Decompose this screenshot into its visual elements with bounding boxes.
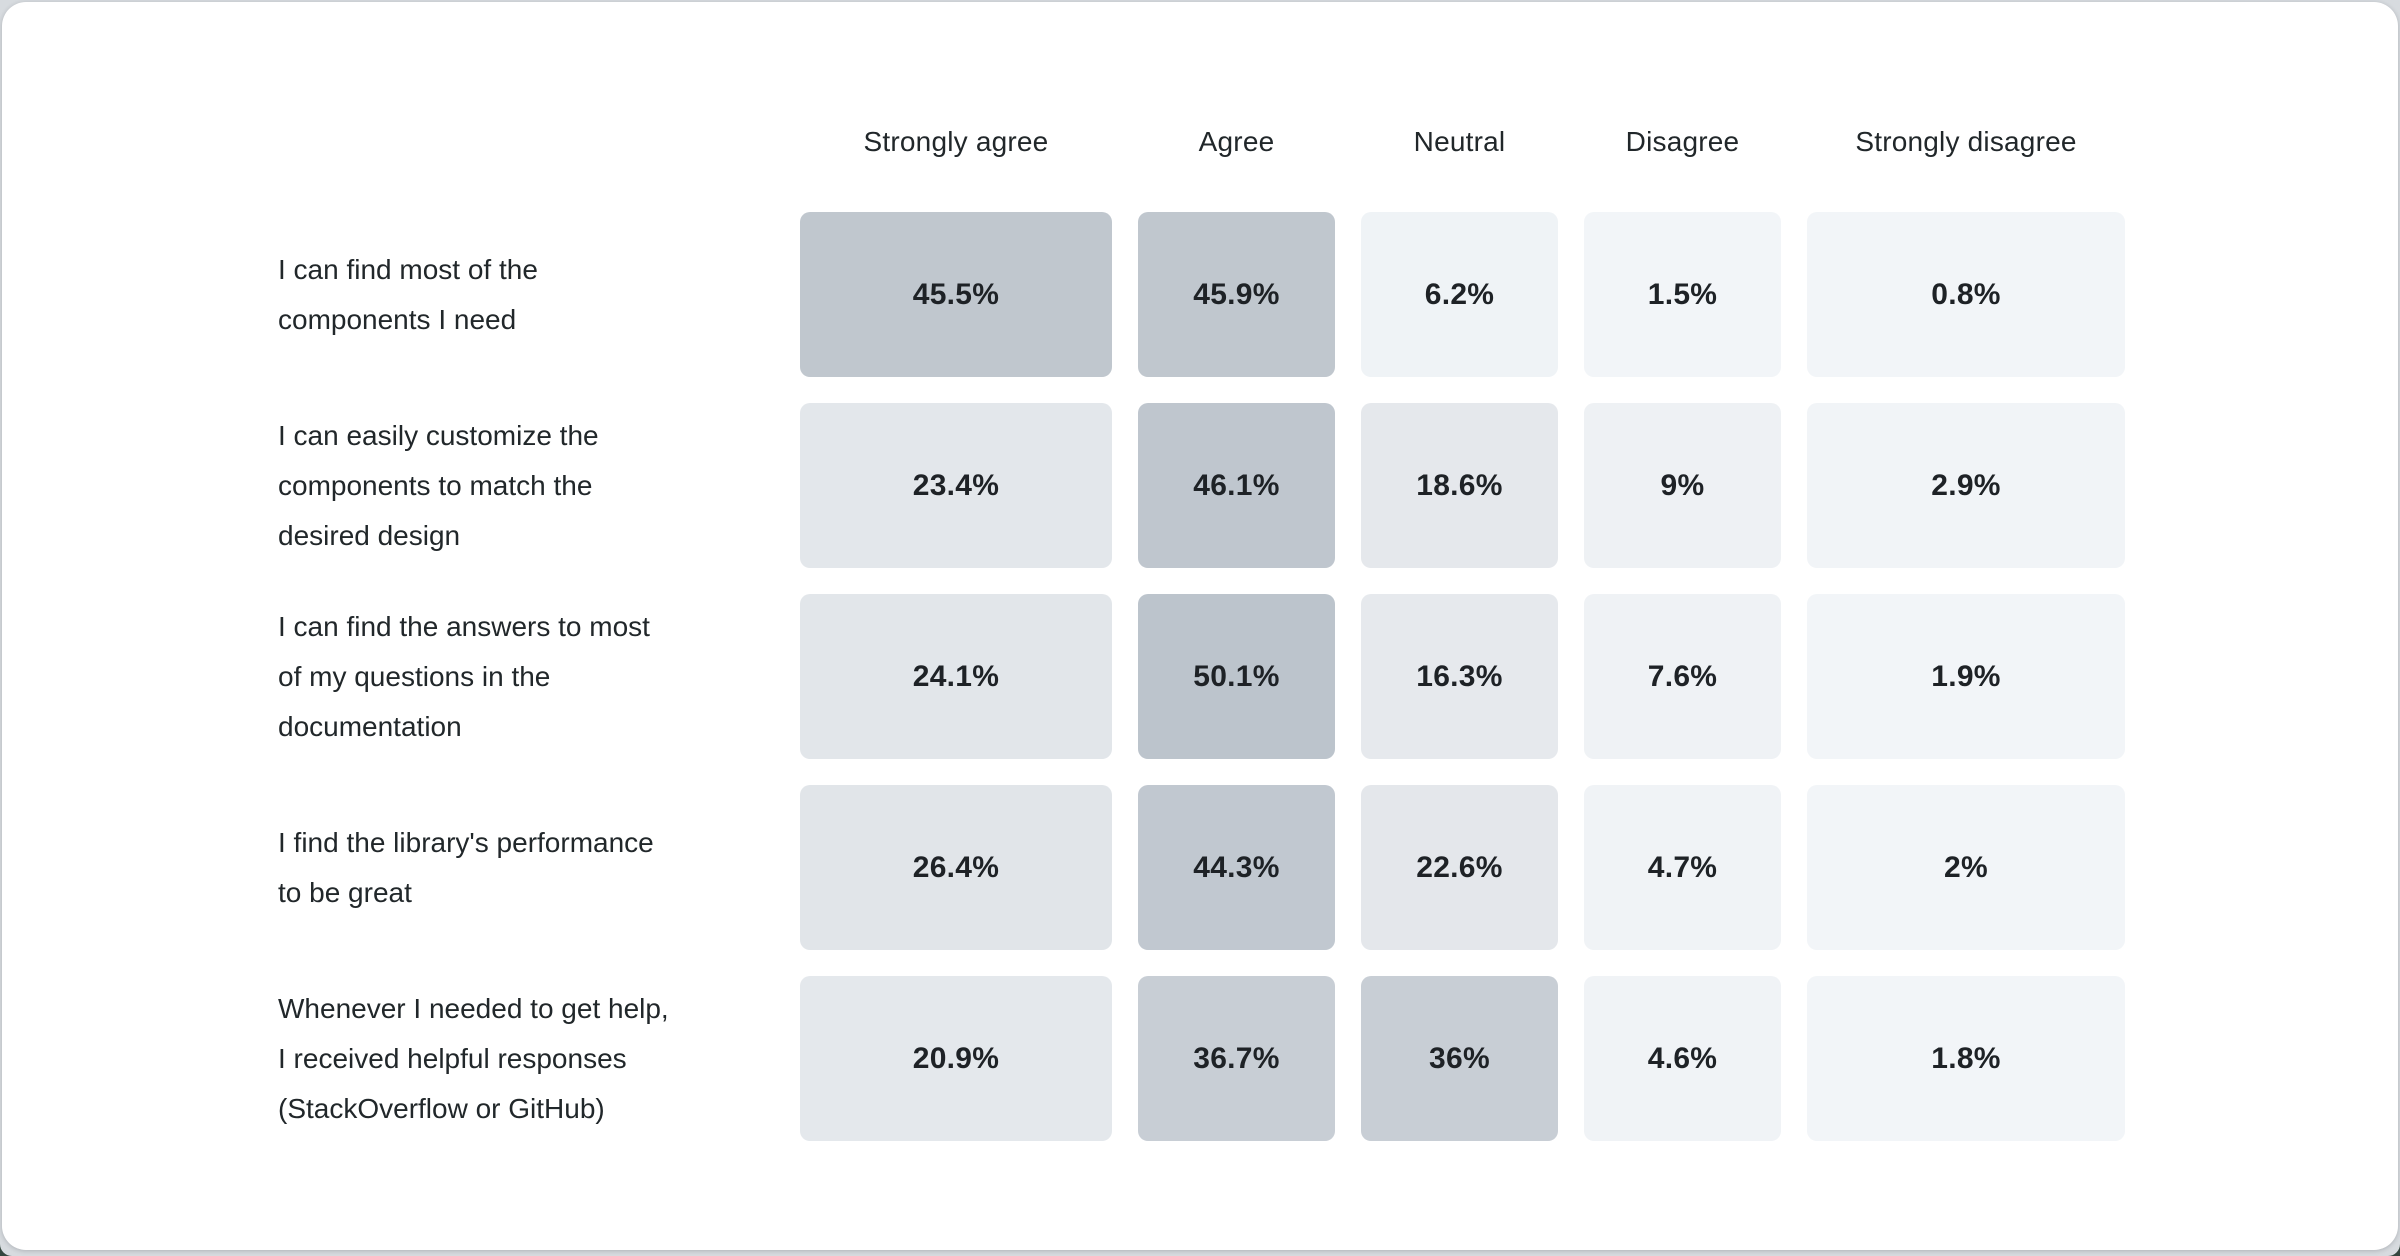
column-header-agree: Agree bbox=[1198, 126, 1275, 157]
row-label-customize-components: I can easily customize the components to… bbox=[278, 403, 774, 568]
heatmap-cell: 18.6% bbox=[1361, 403, 1558, 568]
heatmap-cell: 50.1% bbox=[1138, 594, 1335, 759]
row-label-line: I can easily customize the bbox=[278, 419, 599, 451]
survey-heatmap-table: Strongly agree Agree Neutral Disagree St… bbox=[278, 102, 2125, 1141]
heatmap-cell: 1.9% bbox=[1807, 594, 2125, 759]
heatmap-cell: 36% bbox=[1361, 976, 1558, 1141]
column-header-disagree: Disagree bbox=[1625, 126, 1740, 157]
row-label-line: (StackOverflow or GitHub) bbox=[278, 1092, 605, 1124]
heatmap-cell: 4.7% bbox=[1584, 785, 1781, 950]
row-label-line: documentation bbox=[278, 710, 462, 742]
column-header-row: Strongly agree Agree Neutral Disagree St… bbox=[278, 102, 2125, 182]
row-label-performance: I find the library's performance to be g… bbox=[278, 785, 774, 950]
row-label-helpful-responses: Whenever I needed to get help, I receive… bbox=[278, 976, 774, 1141]
column-header-strongly-agree: Strongly agree bbox=[863, 126, 1049, 157]
heatmap-cell: 22.6% bbox=[1361, 785, 1558, 950]
heatmap-cell: 0.8% bbox=[1807, 212, 2125, 377]
heatmap-cell: 9% bbox=[1584, 403, 1781, 568]
heatmap-cell: 20.9% bbox=[800, 976, 1112, 1141]
heatmap-cell: 2% bbox=[1807, 785, 2125, 950]
table-body: I can find most of the components I need… bbox=[278, 212, 2125, 1141]
row-label-find-components: I can find most of the components I need bbox=[278, 212, 774, 377]
heatmap-cell: 26.4% bbox=[800, 785, 1112, 950]
heatmap-cell: 23.4% bbox=[800, 403, 1112, 568]
row-label-documentation-answers: I can find the answers to most of my que… bbox=[278, 594, 774, 759]
heatmap-cell: 45.5% bbox=[800, 212, 1112, 377]
row-label-line: I can find the answers to most bbox=[278, 610, 650, 642]
row-label-line: I can find most of the bbox=[278, 253, 538, 285]
heatmap-cell: 45.9% bbox=[1138, 212, 1335, 377]
row-label-line: to be great bbox=[278, 876, 412, 908]
column-header-neutral: Neutral bbox=[1413, 126, 1506, 157]
row-label-line: of my questions in the bbox=[278, 660, 551, 692]
row-label-line: I received helpful responses bbox=[278, 1042, 627, 1074]
heatmap-cell: 6.2% bbox=[1361, 212, 1558, 377]
column-header-strongly-disagree: Strongly disagree bbox=[1855, 126, 2077, 157]
heatmap-cell: 24.1% bbox=[800, 594, 1112, 759]
row-label-line: desired design bbox=[278, 519, 461, 551]
heatmap-cell: 7.6% bbox=[1584, 594, 1781, 759]
row-label-line: I find the library's performance bbox=[278, 826, 654, 858]
heatmap-cell: 36.7% bbox=[1138, 976, 1335, 1141]
heatmap-cell: 1.5% bbox=[1584, 212, 1781, 377]
row-label-line: components I need bbox=[278, 303, 517, 335]
row-label-line: components to match the bbox=[278, 469, 593, 501]
heatmap-cell: 4.6% bbox=[1584, 976, 1781, 1141]
row-label-line: Whenever I needed to get help, bbox=[278, 992, 669, 1024]
heatmap-cell: 2.9% bbox=[1807, 403, 2125, 568]
heatmap-cell: 46.1% bbox=[1138, 403, 1335, 568]
heatmap-cell: 1.8% bbox=[1807, 976, 2125, 1141]
heatmap-cell: 16.3% bbox=[1361, 594, 1558, 759]
heatmap-cell: 44.3% bbox=[1138, 785, 1335, 950]
